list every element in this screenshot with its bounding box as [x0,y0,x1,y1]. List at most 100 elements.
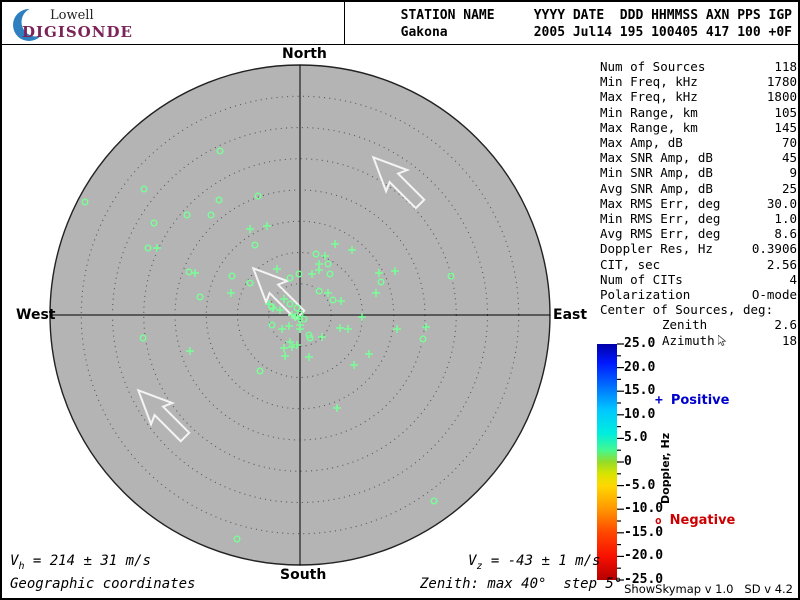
param-row: Min SNR Amp, dB 9 [600,165,797,180]
source-marker-circle [329,296,337,304]
param-name: Max RMS Err, deg [600,195,721,211]
source-marker-circle [228,272,236,280]
param-value: 18 [781,332,797,348]
zenith-ring [236,251,364,379]
source-marker-plus [263,222,271,230]
velocity-arrow [136,388,191,443]
source-marker-circle [233,535,241,543]
source-marker-plus [365,350,373,358]
source-marker-plus [227,289,235,297]
crescent-logo-icon [13,7,50,41]
vh-value: = 214 ± 31 m/s [24,553,151,569]
param-value: 4 [789,271,797,287]
source-marker-circle [324,260,332,268]
zenith-ring [111,126,489,504]
param-name: Max SNR Amp, dB [600,150,713,166]
param-row: Max Range, km 145 [600,120,797,135]
source-marker-circle [293,304,301,312]
source-marker-plus [305,353,313,361]
source-marker-plus [153,244,161,252]
source-marker-circle [216,147,224,155]
param-row: Num of Sources 118 [600,59,797,74]
doppler-colorbar [597,344,617,580]
colorbar-label: -15.0 [624,524,664,540]
param-row: Num of CITs 4 [600,272,797,287]
param-row: Polarization O-mode [600,287,797,302]
colorbar-label: -5.0 [624,477,656,493]
vz-value: = -43 ± 1 m/s [482,553,601,569]
param-value: 2.6 [774,317,797,333]
param-value: 25 [781,180,797,196]
source-marker-plus [296,321,304,329]
param-row: Center of Sources, deg: [600,302,797,317]
south-label: South [280,567,327,583]
colorbar-label: 15.0 [624,383,656,399]
source-marker-circle [268,303,276,311]
source-marker-plus [265,300,273,308]
source-marker-plus [291,313,299,321]
source-marker-circle [305,331,313,339]
param-row: Min RMS Err, deg 1.0 [600,211,797,226]
skymap-disc [49,64,551,566]
source-marker-circle [207,211,215,219]
param-name: Max Range, km [600,119,698,135]
source-marker-plus [358,313,366,321]
source-marker-plus [288,311,296,319]
source-marker-plus [191,269,199,277]
zenith-ring [143,158,457,472]
source-marker-plus [280,295,288,303]
param-row: Min Freq, kHz 1780 [600,74,797,89]
source-marker-plus [337,297,345,305]
source-marker-circle [196,293,204,301]
param-row: Max RMS Err, deg 30.0 [600,196,797,211]
zenith-ring [174,189,426,441]
source-marker-circle [139,334,147,342]
colorbar-axis-title: Doppler, Hz [659,432,672,504]
vz-symbol: V [468,553,477,569]
source-marker-circle [306,334,314,342]
param-row: Min Range, km 105 [600,105,797,120]
source-marker-plus [308,270,316,278]
plus-marker-icon: + [655,393,663,408]
param-value: 9 [789,165,797,181]
source-marker-plus [422,323,430,331]
param-row: Zenith 2.6 [600,317,797,332]
parameters-panel: Num of Sources 118 Min Freq, kHz 1780 Max Fr… [600,59,797,348]
source-marker-plus [324,289,332,297]
horizontal-velocity-readout: Vh = 214 ± 31 m/s [10,553,151,572]
east-label: East [553,307,588,323]
north-label: North [282,46,327,62]
param-value: 45 [781,150,797,166]
source-marker-plus [315,266,323,274]
param-value: 145 [774,119,797,135]
source-marker-circle [377,278,385,286]
param-row: Avg RMS Err, deg 8.6 [600,226,797,241]
source-marker-plus [288,343,296,351]
station-header: STATION NAME YYYY DATE DDD HHMMSS AXN PP… [401,7,792,41]
param-row: Max SNR Amp, dB 45 [600,150,797,165]
positive-label: Positive [670,393,730,408]
source-marker-circle [296,310,304,318]
colorbar-label: -25.0 [624,572,664,587]
source-marker-circle [251,241,259,249]
param-name: Num of Sources [600,59,706,74]
param-row: Max Freq, kHz 1800 [600,89,797,104]
param-value: 1780 [766,74,797,90]
vz-subscript: z [476,560,483,572]
logo-lowell-text: Lowell [50,8,94,23]
source-marker-circle [144,244,152,252]
vh-symbol: V [10,553,19,569]
source-marker-plus [246,225,254,233]
source-marker-circle [254,192,262,200]
source-marker-circle [286,300,294,308]
source-marker-plus [391,267,399,275]
param-value: 8.6 [774,226,797,242]
param-value: 1800 [766,89,797,105]
param-value: 1.0 [774,211,797,227]
source-marker-plus [295,315,303,323]
param-name: Min RMS Err, deg [600,211,721,227]
coordinate-system-label: Geographic coordinates [10,576,196,592]
param-name: Max Amp, dB [600,135,683,151]
source-marker-plus [315,260,323,268]
